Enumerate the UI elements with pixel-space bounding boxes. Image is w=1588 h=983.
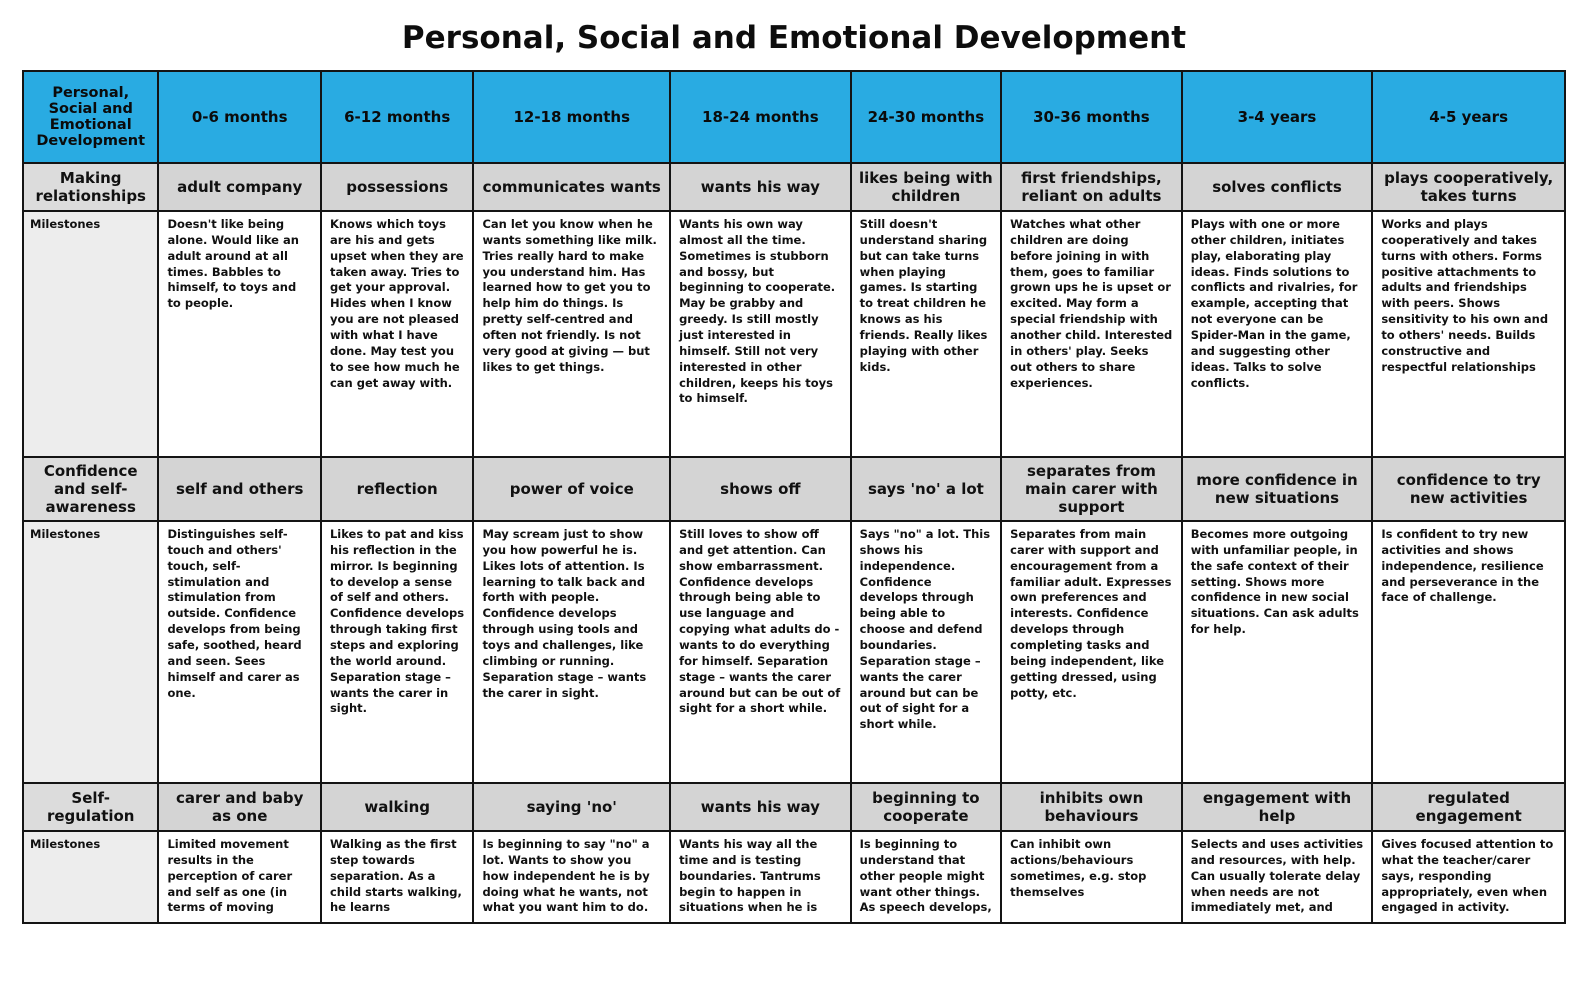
subhead-cell: possessions — [319, 162, 475, 212]
category-cell-confidence-self-awareness: Confidence and self-awareness — [21, 456, 160, 522]
subhead-cell: says 'no' a lot — [849, 456, 1003, 522]
age-header-6-12-months: 6-12 months — [319, 70, 475, 164]
subhead-cell: engagement with help — [1180, 782, 1374, 832]
milestone-cell: Limited movement results in the percepti… — [157, 829, 322, 925]
category-cell-self-regulation: Self-regulation — [21, 782, 160, 832]
milestone-cell: Walking as the first step towards separa… — [319, 829, 475, 925]
subhead-cell: reflection — [319, 456, 475, 522]
milestone-cell: Wants his way all the time and is testin… — [669, 829, 852, 925]
subhead-cell: self and others — [157, 456, 322, 522]
milestone-cell: Plays with one or more other children, i… — [1180, 210, 1374, 458]
section-confidence-subhead-row: Confidence and self-awareness self and o… — [21, 456, 1566, 522]
subhead-cell: more confidence in new situations — [1180, 456, 1374, 522]
age-header-24-30-months: 24-30 months — [849, 70, 1003, 164]
milestone-cell: Says "no" a lot. This shows his independ… — [849, 520, 1003, 784]
milestone-cell: Can let you know when he wants something… — [472, 210, 672, 458]
section-self-regulation-milestones-row: Milestones Limited movement results in t… — [21, 829, 1566, 925]
subhead-cell: adult company — [157, 162, 322, 212]
subhead-cell: communicates wants — [472, 162, 672, 212]
milestone-cell: Likes to pat and kiss his reflection in … — [319, 520, 475, 784]
subhead-cell: wants his way — [669, 162, 852, 212]
milestone-cell: Still loves to show off and get attentio… — [669, 520, 852, 784]
milestone-cell: Is beginning to say "no" a lot. Wants to… — [472, 829, 672, 925]
subhead-cell: plays cooperatively, takes turns — [1371, 162, 1566, 212]
age-header-18-24-months: 18-24 months — [669, 70, 852, 164]
subhead-cell: first friendships, reliant on adults — [1000, 162, 1183, 212]
header-row: Personal, Social and Emotional Developme… — [21, 70, 1566, 164]
section-self-regulation-subhead-row: Self-regulation carer and baby as one wa… — [21, 782, 1566, 832]
subhead-cell: inhibits own behaviours — [1000, 782, 1183, 832]
milestones-label-cell: Milestones — [21, 520, 160, 784]
subhead-cell: shows off — [669, 456, 852, 522]
milestone-cell: Selects and uses activities and resource… — [1180, 829, 1374, 925]
milestone-cell: Wants his own way almost all the time. S… — [669, 210, 852, 458]
subhead-cell: regulated engagement — [1371, 782, 1566, 832]
milestone-cell: Gives focused attention to what the teac… — [1371, 829, 1566, 925]
subhead-cell: carer and baby as one — [157, 782, 322, 832]
age-header-3-4-years: 3-4 years — [1180, 70, 1374, 164]
age-header-30-36-months: 30-36 months — [1000, 70, 1183, 164]
development-table: Personal, Social and Emotional Developme… — [21, 70, 1566, 925]
milestone-cell: Separates from main carer with support a… — [1000, 520, 1183, 784]
corner-header-cell: Personal, Social and Emotional Developme… — [21, 70, 160, 164]
subhead-cell: saying 'no' — [472, 782, 672, 832]
section-making-relationships-subhead-row: Making relationships adult company posse… — [21, 162, 1566, 212]
age-header-12-18-months: 12-18 months — [472, 70, 672, 164]
subhead-cell: confidence to try new activities — [1371, 456, 1566, 522]
milestone-cell: Is confident to try new activities and s… — [1371, 520, 1566, 784]
milestone-cell: Watches what other children are doing be… — [1000, 210, 1183, 458]
milestones-label-cell: Milestones — [21, 829, 160, 925]
milestones-label-cell: Milestones — [21, 210, 160, 458]
milestone-cell: Still doesn't understand sharing but can… — [849, 210, 1003, 458]
milestone-cell: Distinguishes self-touch and others' tou… — [157, 520, 322, 784]
milestone-cell: May scream just to show you how powerful… — [472, 520, 672, 784]
milestone-cell: Is beginning to understand that other pe… — [849, 829, 1003, 925]
milestone-cell: Knows which toys are his and gets upset … — [319, 210, 475, 458]
age-header-4-5-years: 4-5 years — [1371, 70, 1566, 164]
section-making-relationships-milestones-row: Milestones Doesn't like being alone. Wou… — [21, 210, 1566, 458]
subhead-cell: beginning to cooperate — [849, 782, 1003, 832]
section-confidence-milestones-row: Milestones Distinguishes self-touch and … — [21, 520, 1566, 784]
subhead-cell: power of voice — [472, 456, 672, 522]
subhead-cell: solves conflicts — [1180, 162, 1374, 212]
age-header-0-6-months: 0-6 months — [157, 70, 322, 164]
page: Personal, Social and Emotional Developme… — [21, 20, 1566, 925]
milestone-cell: Doesn't like being alone. Would like an … — [157, 210, 322, 458]
milestone-cell: Becomes more outgoing with unfamiliar pe… — [1180, 520, 1374, 784]
subhead-cell: wants his way — [669, 782, 852, 832]
subhead-cell: walking — [319, 782, 475, 832]
category-cell-making-relationships: Making relationships — [21, 162, 160, 212]
milestone-cell: Works and plays cooperatively and takes … — [1371, 210, 1566, 458]
subhead-cell: likes being with children — [849, 162, 1003, 212]
page-title: Personal, Social and Emotional Developme… — [401, 20, 1187, 56]
subhead-cell: separates from main carer with support — [1000, 456, 1183, 522]
milestone-cell: Can inhibit own actions/behaviours somet… — [1000, 829, 1183, 925]
